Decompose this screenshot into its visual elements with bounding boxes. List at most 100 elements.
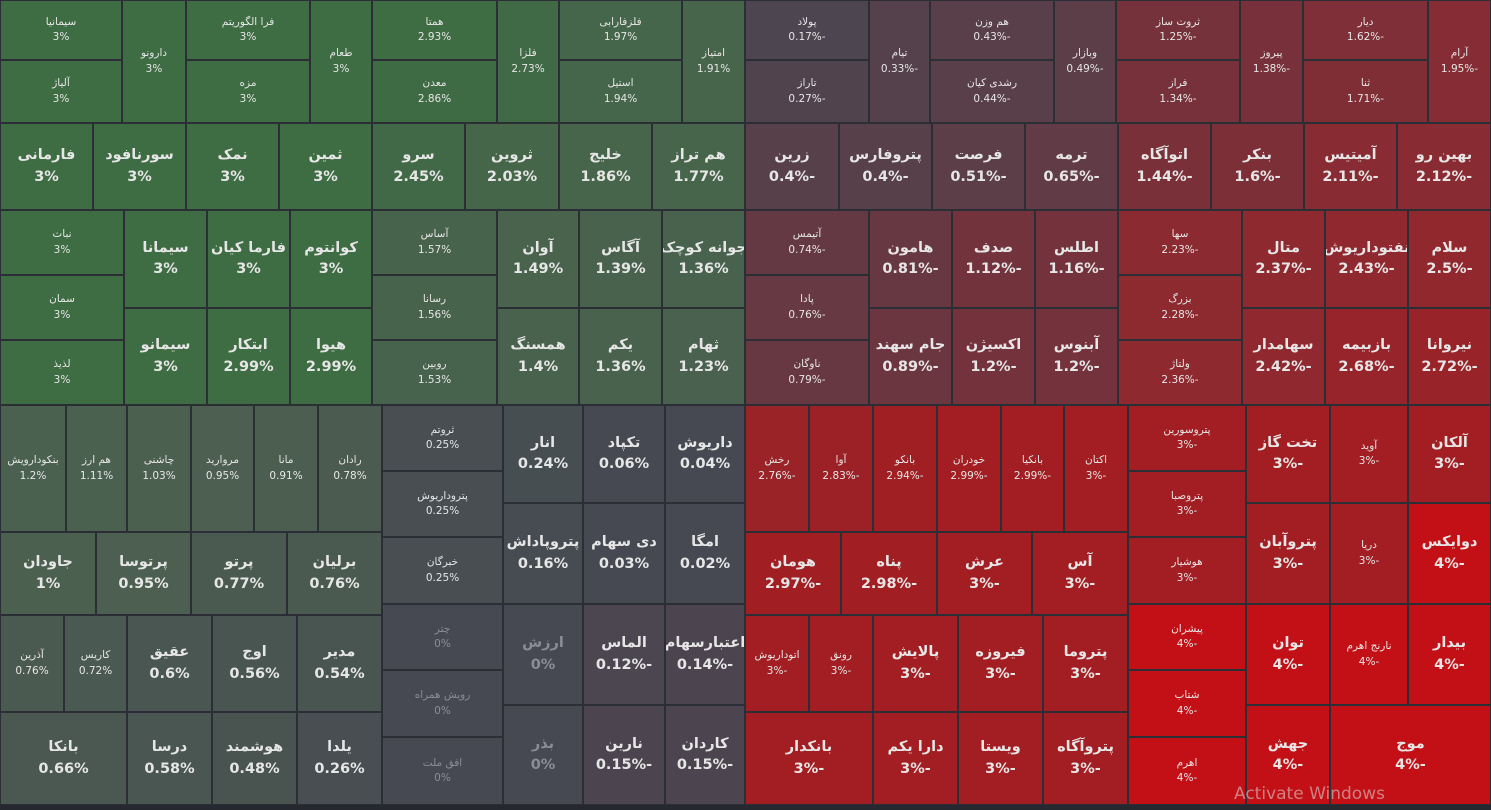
change-label: 0% [530,757,556,773]
change-label: -3% [830,664,852,677]
symbol: رادان [338,454,362,467]
change-label: 2.93% [417,31,452,43]
tile: آرام -1.95% [1428,0,1491,123]
tile: درسا 0.58% [127,712,212,805]
symbol: توان [1272,635,1304,652]
symbol: کاردان [681,735,729,752]
change-label: -3% [985,665,1016,682]
symbol: آگاس [601,239,640,256]
tile: توان -4% [1246,604,1330,705]
change-label: -2.97% [764,575,822,592]
tile: عقیق 0.6% [127,615,212,712]
tile: صدف -1.12% [952,210,1035,308]
symbol: لذیذ [53,358,71,371]
tile: برلیان 0.76% [287,532,382,615]
tile: آساس 1.57% [372,210,497,275]
tile: ارزش 0% [503,604,583,705]
symbol: تخت گاز [1258,434,1318,451]
tile: آلیاژ 3% [0,60,122,123]
tile: سهامدار -2.42% [1242,308,1325,405]
tile: پتروداریوش 0.25% [382,471,503,537]
change-label: -3% [1272,456,1304,472]
tile: هومان -2.97% [745,532,841,615]
symbol: پادا [800,293,814,306]
tile: پادا -0.76% [745,275,869,340]
tile: بنکر -1.6% [1211,123,1304,210]
change-label: -3% [793,760,825,777]
tile: آوا -2.83% [809,405,873,532]
change-label: -4% [1358,655,1380,668]
change-label: -0.12% [595,656,653,673]
symbol: نبات [52,228,72,241]
change-label: 0.54% [314,665,365,682]
change-label: -4% [1434,555,1465,572]
symbol: دی سهام [591,534,657,551]
tile: مزه 3% [186,60,310,123]
symbol: رخش [764,454,790,467]
change-label: -0.65% [1043,168,1100,185]
symbol: همسنگ [510,337,566,354]
tile: ثروت ساز -1.25% [1116,0,1240,60]
change-label: 0.56% [229,665,280,682]
change-label: -0.4% [768,168,816,185]
symbol: هامون [887,239,934,256]
change-label: 3% [153,261,178,277]
change-label: -4% [1272,757,1304,773]
symbol: رویش همراه [414,689,471,702]
symbol: فلزا [519,47,537,60]
change-label: 0.91% [269,469,303,482]
change-label: -0.15% [595,757,653,773]
tile: هوشیار -3% [1128,537,1246,604]
tile: وبازار -0.49% [1054,0,1116,123]
symbol: آوان [522,239,554,256]
tile: خلیج 1.86% [559,123,652,210]
change-label: -1.25% [1159,31,1197,43]
symbol: عرش [965,554,1004,571]
change-label: -3% [766,664,788,677]
change-label: 0% [434,772,451,784]
symbol: استیل [607,77,634,90]
symbol: فرصت [954,147,1003,164]
symbol: زرین [774,147,810,164]
symbol: درسا [151,739,188,756]
change-label: 3% [52,31,70,43]
change-label: -0.89% [882,358,939,375]
change-label: -2.28% [1161,308,1199,321]
change-label: -2.43% [1338,261,1395,277]
change-label: 3% [239,92,257,105]
symbol: بانکا [48,739,79,756]
symbol: کاریس [80,649,111,662]
change-label: 3% [53,243,71,256]
tile: اکسیژن -1.2% [952,308,1035,405]
change-label: 0.48% [229,760,280,777]
tile: پناه -2.98% [841,532,937,615]
change-label: 0.78% [333,469,367,482]
change-label: 0% [434,638,451,650]
symbol: آبنوس [1053,337,1100,354]
tile: معدن 2.86% [372,60,497,123]
tile: پرتو 0.77% [191,532,287,615]
tile: رادان 0.78% [318,405,382,532]
symbol: آوا [835,454,847,467]
tile: مروارید 0.95% [191,405,254,532]
change-label: 0.16% [517,555,569,572]
change-label: -0.15% [676,757,734,773]
symbol: مروارید [206,454,239,467]
symbol: بهین رو [1415,147,1473,164]
tile: اهرم -4% [1128,737,1246,805]
change-label: -4% [1272,656,1304,673]
tile: فراز -1.34% [1116,60,1240,123]
symbol: ولتاژ [1170,358,1190,371]
symbol: آتیمس [792,228,822,241]
change-label: 1.49% [512,261,564,277]
symbol: جاودان [23,554,73,571]
symbol: فیروزه [975,644,1026,661]
tile: طعام 3% [310,0,372,123]
symbol: بازبیمه [1341,337,1392,354]
change-label: 0.58% [144,760,195,777]
tile: فارمانی 3% [0,123,93,210]
tile: پتروسورین -3% [1128,405,1246,471]
symbol: اعتبارسهام [665,635,745,652]
change-label: -4% [1176,772,1198,784]
